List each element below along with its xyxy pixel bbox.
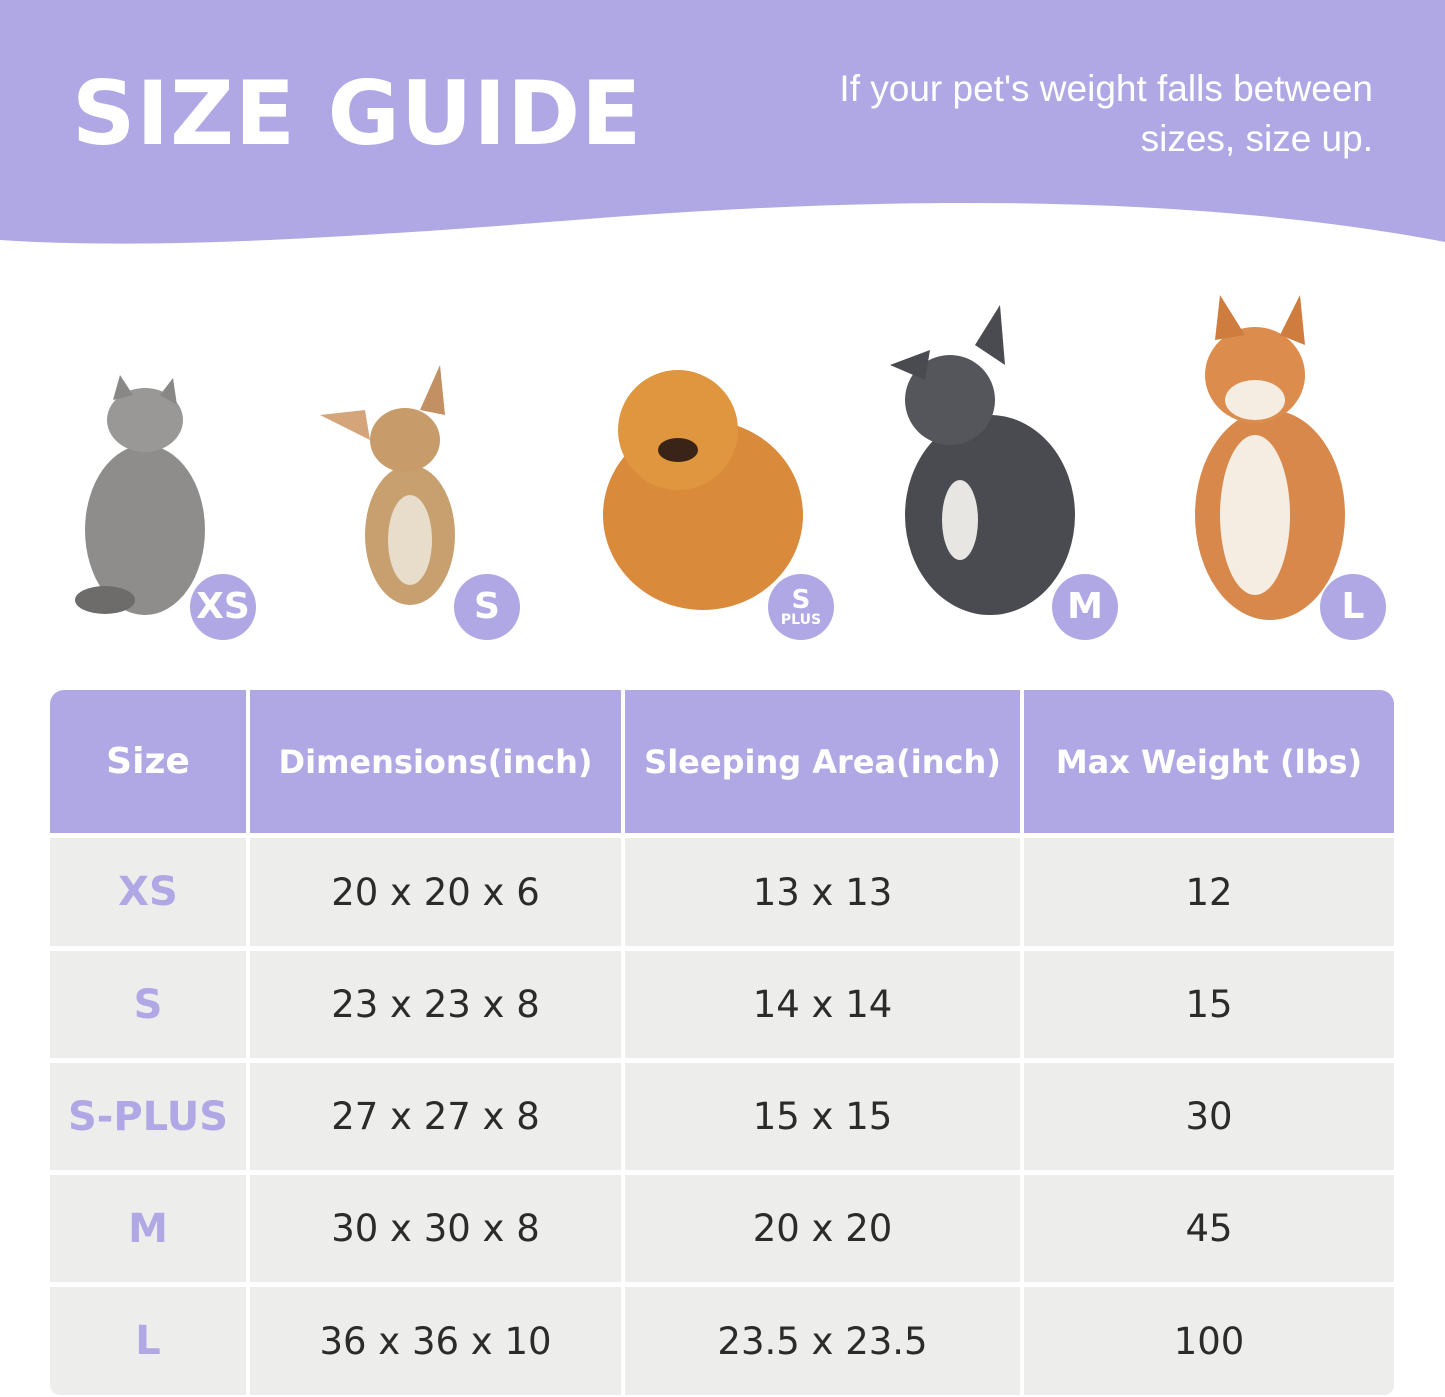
table-cell: 30 x 30 x 8 [250,1175,621,1282]
french-bulldog-image [890,305,1075,615]
size-label: S [50,951,246,1058]
size-badge-l: L [1320,574,1386,640]
table-cell: 12 [1024,838,1394,946]
column-header: Sleeping Area(inch) [625,690,1020,833]
chihuahua-image [320,365,455,605]
table-cell: 14 x 14 [625,951,1020,1058]
size-badge-xs: XS [190,574,256,640]
page-title: SIZE GUIDE [72,62,643,165]
pomeranian-image [603,370,803,610]
sizing-tip: If your pet's weight falls between sizes… [839,68,1373,159]
table-cell: 15 [1024,951,1394,1058]
table-cell: 20 x 20 x 6 [250,838,621,946]
table-cell: 100 [1024,1287,1394,1395]
column-header: Size [50,690,246,833]
table-cell: 23 x 23 x 8 [250,951,621,1058]
table-cell: 15 x 15 [625,1063,1020,1170]
table-cell: 36 x 36 x 10 [250,1287,621,1395]
size-label: L [50,1287,246,1395]
table-cell: 30 [1024,1063,1394,1170]
size-label: S-PLUS [50,1063,246,1170]
shiba-inu-image [1195,295,1345,620]
column-header: Max Weight (lbs) [1024,690,1394,833]
table-cell: 20 x 20 [625,1175,1020,1282]
size-badge-s: S [454,574,520,640]
size-label: XS [50,838,246,946]
cat-image [75,375,205,615]
table-cell: 23.5 x 23.5 [625,1287,1020,1395]
size-label: M [50,1175,246,1282]
size-badge-s-plus: S PLUS [768,574,834,640]
header-banner [0,0,1445,244]
size-badge-m: M [1052,574,1118,640]
table-cell: 27 x 27 x 8 [250,1063,621,1170]
column-header: Dimensions(inch) [250,690,621,833]
table-cell: 45 [1024,1175,1394,1282]
table-cell: 13 x 13 [625,838,1020,946]
